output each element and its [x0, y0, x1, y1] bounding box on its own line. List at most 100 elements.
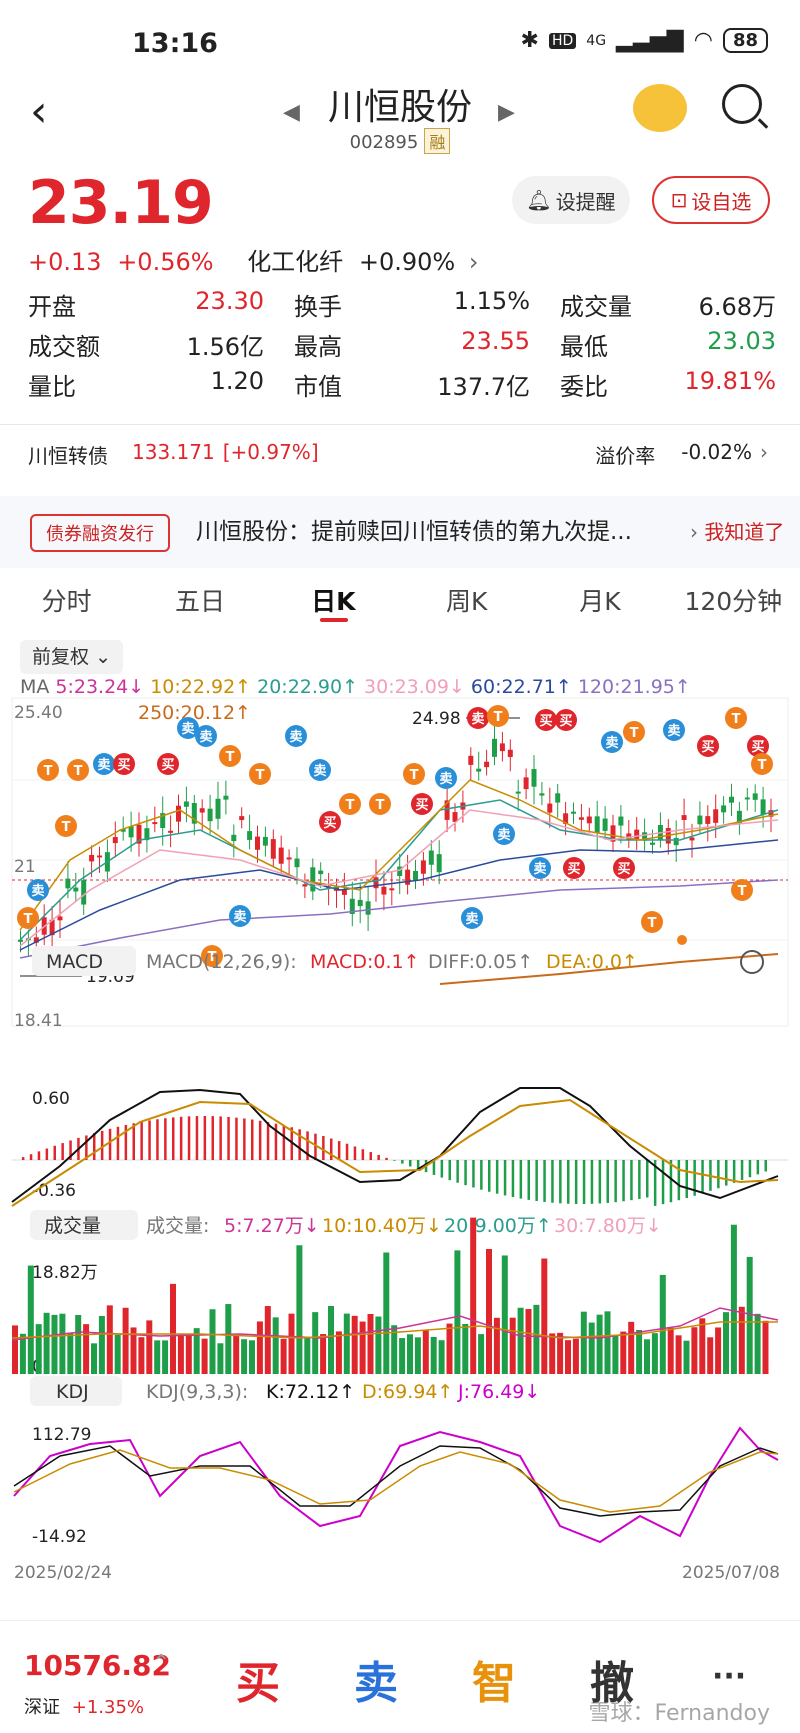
volume-bar: [612, 1335, 619, 1374]
watermark: 雪球：Fernandoy: [588, 1701, 770, 1726]
tab-5[interactable]: 120分钟: [684, 587, 783, 616]
convertible-bond-row[interactable]: 川恒转债 133.171 [+0.97%] 溢价率 -0.02% ›: [28, 440, 768, 469]
margin-badge: 融: [424, 128, 451, 154]
smart-button[interactable]: 智: [472, 1658, 516, 1709]
cancel-order-button[interactable]: 撤: [590, 1658, 634, 1709]
candle-body: [33, 937, 39, 943]
ma-legend-item: 20:22.90↑: [257, 676, 359, 698]
change-row: +0.13 +0.56% 化工化纤 +0.90% ›: [28, 242, 478, 277]
buy-button[interactable]: 买: [236, 1658, 280, 1709]
macd-bar: [630, 1160, 633, 1201]
candle-body: [341, 889, 347, 895]
sell-button[interactable]: 卖: [354, 1658, 398, 1709]
macd-bar: [361, 1149, 365, 1160]
macd-bar: [156, 1119, 159, 1160]
macd-bar: [701, 1160, 704, 1194]
tab-1[interactable]: 五日: [174, 587, 225, 616]
set-alert-button[interactable]: 🔔︎ 设提醒: [512, 176, 630, 224]
macd-bar: [432, 1160, 436, 1175]
bluetooth-icon: ✱: [520, 28, 539, 53]
mascot-icon[interactable]: [633, 84, 687, 132]
macd-bar: [298, 1129, 301, 1160]
macd-bar: [140, 1121, 143, 1160]
volume-dropdown[interactable]: [30, 1210, 138, 1240]
search-icon[interactable]: [722, 84, 762, 124]
news-text[interactable]: 川恒股份：提前赎回川恒转债的第九次提...: [196, 519, 632, 545]
candle-body: [191, 803, 197, 824]
more-button[interactable]: ···: [712, 1659, 747, 1694]
candle-body: [168, 830, 174, 833]
stat-item: 成交量 6.68万: [560, 287, 776, 322]
volume-bar: [209, 1309, 216, 1374]
svg-text:T: T: [758, 758, 767, 773]
macd-bar: [503, 1160, 507, 1196]
volume-bar: [596, 1314, 603, 1374]
chevron-up-icon[interactable]: ⌃: [152, 1651, 171, 1676]
candle-body: [563, 813, 569, 824]
candle-body: [310, 867, 316, 892]
stock-name: 川恒股份: [327, 87, 472, 128]
candle-body: [484, 761, 490, 768]
index-value[interactable]: 10576.82: [24, 1649, 172, 1682]
macd-bar: [732, 1160, 736, 1183]
macd-bar: [377, 1154, 380, 1160]
news-banner[interactable]: 债券融资发行 川恒股份：提前赎回川恒转债的第九次提... › 我知道了: [0, 496, 800, 568]
tab-2[interactable]: 日K: [311, 587, 356, 616]
current-price: 23.19: [28, 168, 214, 238]
tab-3[interactable]: 周K: [445, 587, 488, 616]
news-dismiss-button[interactable]: › 我知道了: [690, 516, 784, 545]
back-icon[interactable]: ‹: [30, 86, 48, 137]
macd-bar: [661, 1160, 665, 1205]
macd-dea: DEA:0.0↑: [546, 951, 638, 973]
sector-name[interactable]: 化工化纤: [247, 248, 344, 276]
chart-area[interactable]: 25.40 18.41 21 24.98 19.69 T T 卖买卖TT买卖卖TT卖…: [0, 690, 800, 1600]
volume-bar: [272, 1317, 279, 1374]
macd-bar: [677, 1160, 681, 1201]
volume-bar: [659, 1274, 666, 1374]
sell-marker: 卖: [93, 753, 115, 775]
macd-bar: [669, 1160, 673, 1203]
tab-4[interactable]: 月K: [579, 587, 621, 616]
volume-bar: [162, 1340, 169, 1374]
next-stock-icon[interactable]: ▶: [498, 100, 515, 125]
volume-bar: [683, 1340, 690, 1374]
svg-text:买: 买: [567, 862, 580, 877]
index-name: 深证: [24, 1697, 60, 1718]
t-marker: T: [725, 707, 747, 729]
adjust-dropdown[interactable]: 前复权 ⌄: [20, 640, 123, 674]
macd-button-label: MACD: [46, 951, 103, 973]
macd-bar: [69, 1140, 72, 1160]
volume-bar: [170, 1283, 176, 1374]
sell-marker: 卖: [229, 905, 251, 927]
ma-legend-item: MA: [20, 676, 50, 698]
volume-bar: [549, 1333, 556, 1374]
prev-stock-icon[interactable]: ◀: [283, 100, 300, 125]
candle-body: [255, 836, 260, 850]
add-watchlist-button[interactable]: ⊡ 设自选: [652, 176, 770, 224]
macd-bar: [638, 1160, 641, 1199]
svg-text:T: T: [226, 750, 235, 765]
kdj-dropdown[interactable]: [30, 1376, 122, 1406]
tab-0[interactable]: 分时: [41, 587, 92, 616]
candle-body: [160, 813, 166, 828]
buy-marker: 买: [613, 857, 635, 879]
buy-marker: 买: [563, 857, 585, 879]
candle-body: [294, 858, 300, 868]
chevron-right-icon[interactable]: ›: [468, 248, 479, 276]
volume-bar: [225, 1304, 232, 1374]
macd-dropdown[interactable]: [32, 946, 136, 976]
sell-marker: 卖: [529, 857, 551, 879]
stock-code: 002895: [349, 132, 419, 153]
volume-bar: [27, 1265, 34, 1374]
macd-bar: [401, 1160, 404, 1164]
macd-bar: [472, 1160, 475, 1188]
stat-label: 成交额: [28, 332, 100, 361]
volume-ma30: 30:7.80万↓: [554, 1215, 662, 1237]
volume-bar: [675, 1335, 682, 1374]
macd-bar: [740, 1160, 744, 1181]
signal-icon: ▂▃▅▇: [616, 28, 684, 53]
kdj-params: KDJ(9,3,3):: [146, 1381, 248, 1403]
macd-bar: [725, 1160, 728, 1186]
stat-item: 最低 23.03: [560, 327, 776, 362]
settings-gear-icon[interactable]: [740, 950, 764, 974]
